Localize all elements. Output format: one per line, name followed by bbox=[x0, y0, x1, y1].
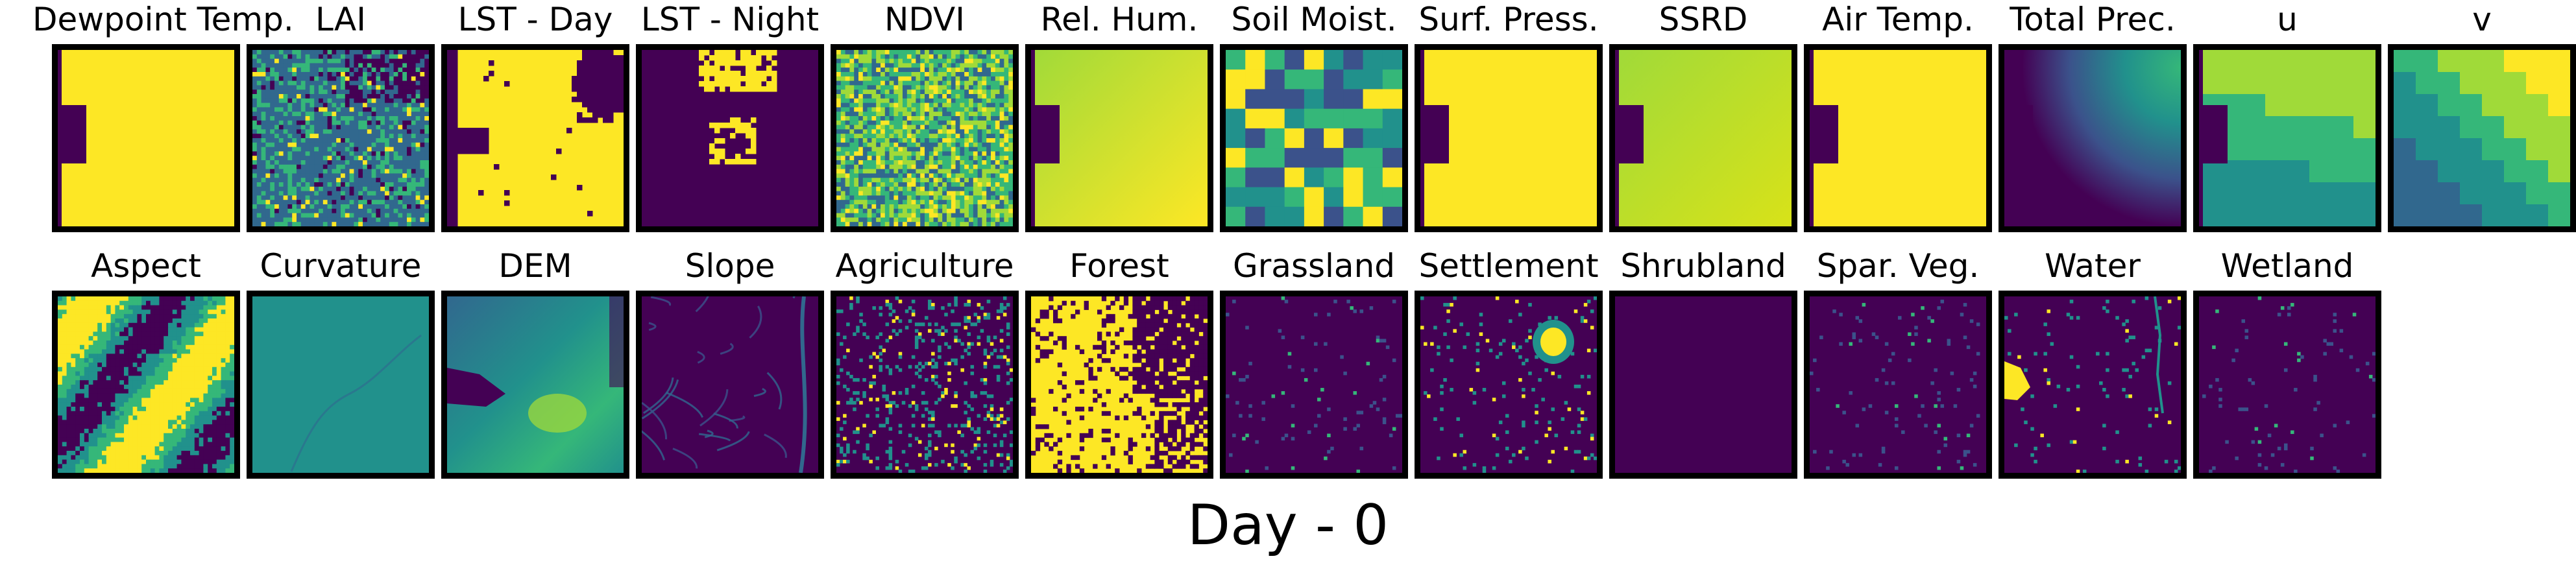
panel-soil_moist: Soil Moist. bbox=[1220, 0, 1408, 232]
panel-image bbox=[1999, 291, 2187, 479]
panel-dewpoint: Dewpoint Temp. bbox=[32, 0, 294, 232]
panel-aspect: Aspect bbox=[52, 246, 240, 479]
panel-title: Forest bbox=[1069, 247, 1169, 285]
panel-image bbox=[2388, 44, 2576, 232]
panel-total_prec: Total Prec. bbox=[1999, 0, 2187, 232]
panel-title: SSRD bbox=[1659, 1, 1748, 38]
panel-image bbox=[1804, 291, 1992, 479]
panel-image bbox=[1220, 44, 1408, 232]
panel-settlement: Settlement bbox=[1415, 246, 1603, 479]
panel-title: NDVI bbox=[884, 1, 965, 38]
panel-title: Soil Moist. bbox=[1231, 1, 1397, 38]
panel-image bbox=[1025, 291, 1213, 479]
panel-lst_night: LST - Night bbox=[636, 0, 824, 232]
panel-title: Aspect bbox=[91, 247, 201, 285]
panel-image bbox=[1804, 44, 1992, 232]
panel-image bbox=[636, 44, 824, 232]
panel-title: Curvature bbox=[260, 247, 422, 285]
panel-air_temp: Air Temp. bbox=[1804, 0, 1992, 232]
panel-image bbox=[636, 291, 824, 479]
panel-curvature: Curvature bbox=[247, 246, 435, 479]
panel-title: Settlement bbox=[1418, 247, 1599, 285]
panel-image bbox=[441, 44, 629, 232]
panel-agriculture: Agriculture bbox=[831, 246, 1019, 479]
panel-image bbox=[247, 291, 435, 479]
panel-image bbox=[1999, 44, 2187, 232]
panel-title: LAI bbox=[315, 1, 366, 38]
panel-shrubland: Shrubland bbox=[1609, 246, 1797, 479]
panel-image bbox=[1609, 44, 1797, 232]
panel-spar_veg: Spar. Veg. bbox=[1804, 246, 1992, 479]
panel-water: Water bbox=[1999, 246, 2187, 479]
panel-title: u bbox=[2277, 1, 2298, 38]
panel-surf_press: Surf. Press. bbox=[1415, 0, 1603, 232]
panel-u: u bbox=[2193, 0, 2381, 232]
panel-title: Agriculture bbox=[835, 247, 1014, 285]
panel-title: Spar. Veg. bbox=[1816, 247, 1980, 285]
panel-image bbox=[831, 44, 1019, 232]
panel-image bbox=[1609, 291, 1797, 479]
panel-image bbox=[1220, 291, 1408, 479]
panel-title: DEM bbox=[498, 247, 572, 285]
panel-image bbox=[1025, 44, 1213, 232]
panel-row-1: Dewpoint Temp. LAI LST - Day LST - Night NDV… bbox=[0, 0, 2576, 232]
panel-forest: Forest bbox=[1025, 246, 1213, 479]
panel-title: LST - Day bbox=[457, 1, 613, 38]
panel-title: Dewpoint Temp. bbox=[32, 1, 294, 38]
panel-title: Wetland bbox=[2220, 247, 2354, 285]
panel-grassland: Grassland bbox=[1220, 246, 1408, 479]
panel-title: v bbox=[2472, 1, 2492, 38]
panel-title: Slope bbox=[685, 247, 775, 285]
panel-ssrd: SSRD bbox=[1609, 0, 1797, 232]
panel-title: Water bbox=[2045, 247, 2141, 285]
panel-title: Surf. Press. bbox=[1418, 1, 1599, 38]
panel-row-2: Aspect Curvature DEM Slope Agriculture Forest… bbox=[0, 246, 2576, 479]
panel-dem: DEM bbox=[441, 246, 629, 479]
panel-image bbox=[831, 291, 1019, 479]
panel-title: Total Prec. bbox=[2010, 1, 2176, 38]
panel-image bbox=[441, 291, 629, 479]
panel-lai: LAI bbox=[247, 0, 435, 232]
panel-lst_day: LST - Day bbox=[441, 0, 629, 232]
panel-wetland: Wetland bbox=[2193, 246, 2381, 479]
panel-image bbox=[52, 291, 240, 479]
panel-image bbox=[2193, 44, 2381, 232]
panel-image bbox=[1415, 291, 1603, 479]
panel-slope: Slope bbox=[636, 246, 824, 479]
panel-title: Rel. Hum. bbox=[1040, 1, 1198, 38]
panel-title: Air Temp. bbox=[1822, 1, 1974, 38]
panel-image bbox=[52, 44, 240, 232]
panel-image bbox=[247, 44, 435, 232]
panel-title: Grassland bbox=[1233, 247, 1395, 285]
panel-title: LST - Night bbox=[640, 1, 820, 38]
panel-image bbox=[1415, 44, 1603, 232]
panel-image bbox=[2193, 291, 2381, 479]
figure-caption: Day - 0 bbox=[1187, 493, 1389, 558]
panel-title: Shrubland bbox=[1620, 247, 1786, 285]
panel-v: v bbox=[2388, 0, 2576, 232]
panel-rel_hum: Rel. Hum. bbox=[1025, 0, 1213, 232]
panel-ndvi: NDVI bbox=[831, 0, 1019, 232]
